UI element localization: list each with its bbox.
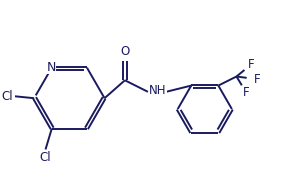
- Text: Cl: Cl: [1, 90, 13, 103]
- Text: F: F: [243, 86, 249, 99]
- Text: F: F: [248, 58, 255, 71]
- Text: N: N: [47, 61, 56, 74]
- Text: F: F: [254, 73, 260, 86]
- Text: NH: NH: [149, 84, 167, 97]
- Text: Cl: Cl: [40, 151, 51, 164]
- Text: O: O: [120, 45, 130, 58]
